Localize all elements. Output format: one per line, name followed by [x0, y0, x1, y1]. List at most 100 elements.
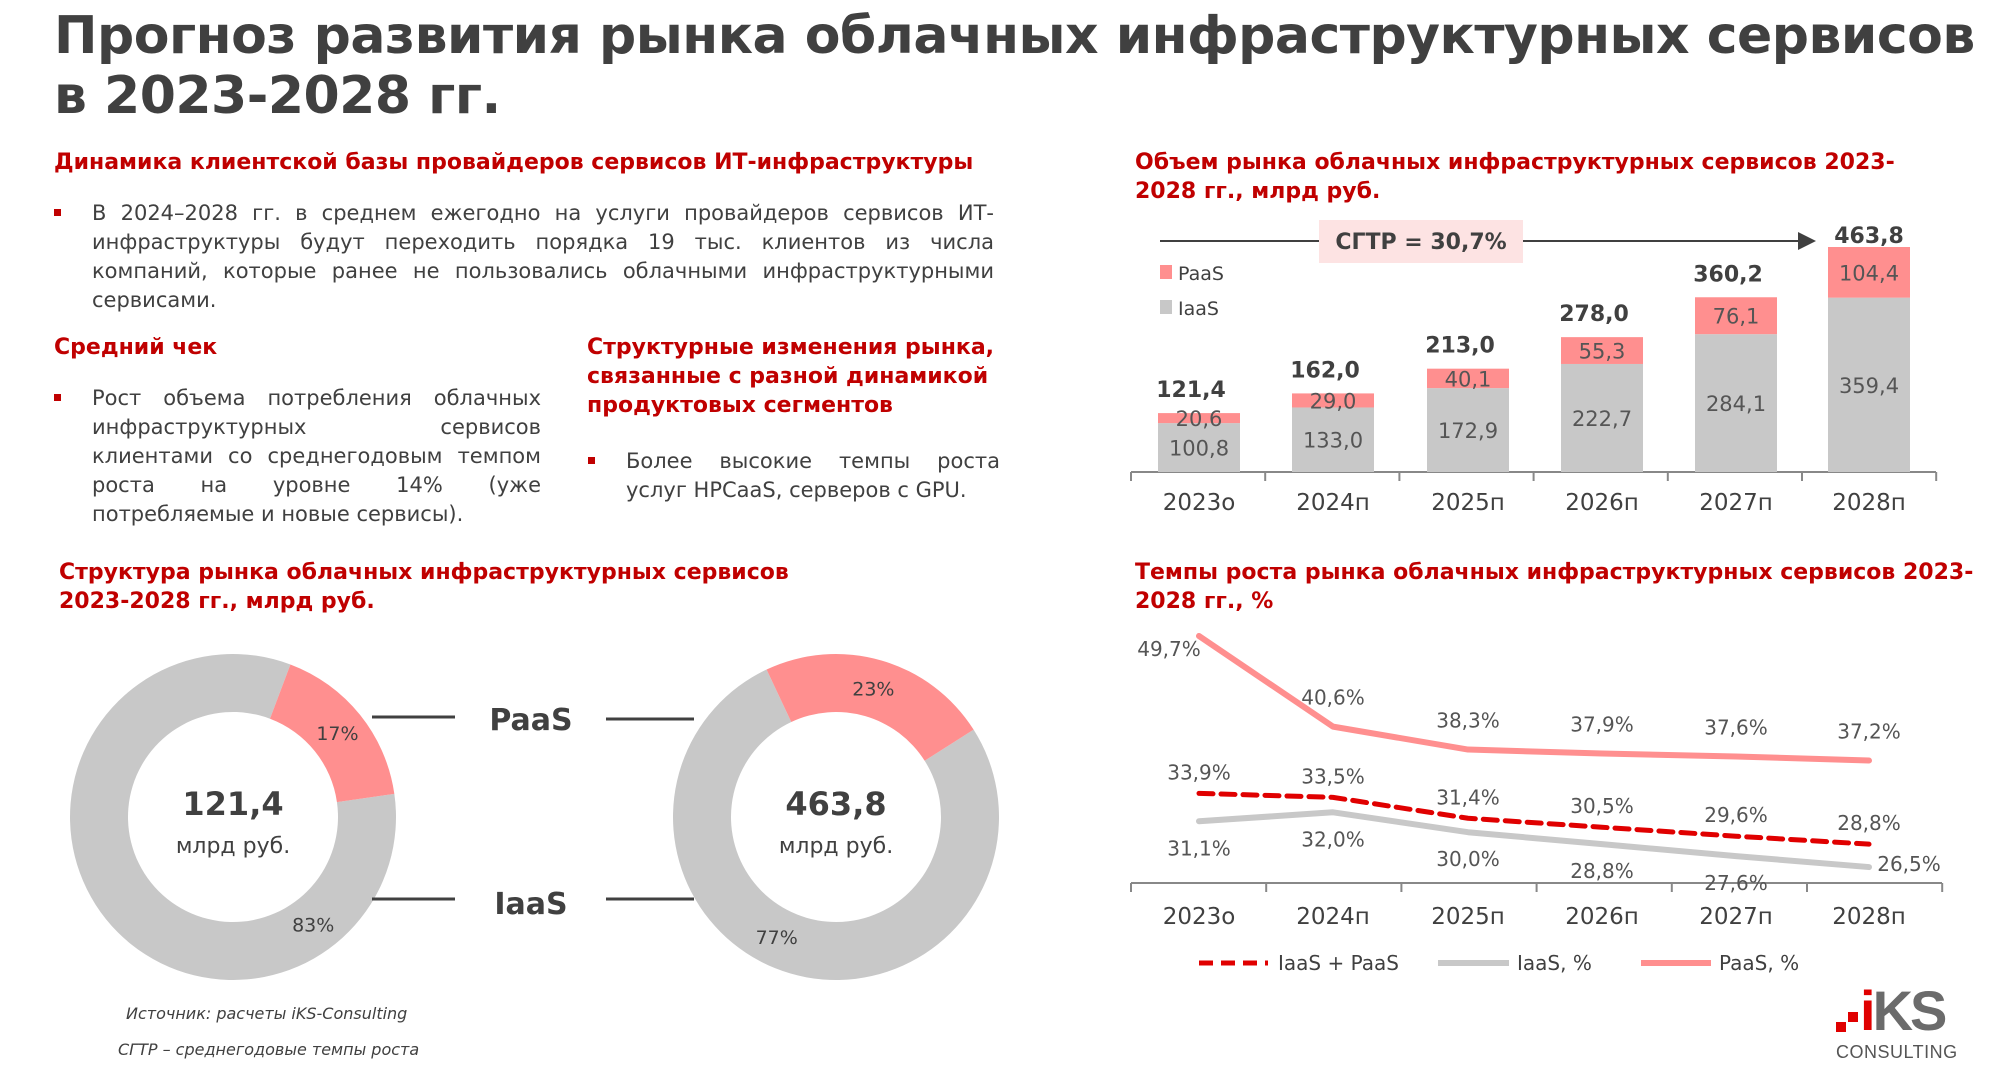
line-data-label: 37,6% — [1704, 716, 1768, 740]
line-data-label: 37,9% — [1570, 713, 1634, 737]
bar-total-label: 213,0 — [1425, 334, 1495, 359]
line-category-label: 2028п — [1832, 904, 1906, 930]
bar-iaas — [1427, 388, 1509, 472]
logo-subtext: CONSULTING — [1836, 1042, 1958, 1062]
bullet-icon — [54, 209, 61, 216]
bar-category-label: 2027п — [1699, 490, 1773, 516]
bar-iaas — [1828, 297, 1910, 472]
bar-paas-label: 29,0 — [1310, 389, 1357, 413]
structural-bullet: Более высокие темпы роста услуг HPCaaS, … — [588, 447, 1000, 505]
line-data-label: 30,5% — [1570, 794, 1634, 818]
line-data-label: 29,6% — [1704, 803, 1768, 827]
bar-paas-label: 76,1 — [1713, 305, 1760, 329]
source-note: Источник: расчеты iKS-Consulting — [126, 1004, 408, 1023]
cagr-label: СГТР = 30,7% — [1335, 230, 1506, 255]
bar-iaas-label: 133,0 — [1303, 429, 1363, 453]
cagr-box — [1319, 220, 1523, 263]
line-data-label: 32,0% — [1301, 827, 1365, 851]
line-data-label: 31,4% — [1436, 785, 1500, 809]
bar-iaas — [1292, 407, 1374, 472]
bar-total-label: 162,0 — [1290, 358, 1360, 383]
bar-iaas-label: 284,1 — [1706, 392, 1766, 416]
line-data-label: 30,0% — [1436, 847, 1500, 871]
line-data-label: 33,5% — [1301, 764, 1365, 788]
bullet-icon — [588, 457, 595, 464]
line-category-label: 2025п — [1431, 904, 1505, 930]
bar-paas — [1427, 368, 1509, 389]
bar-paas — [1695, 297, 1777, 335]
donut-slice-iaas — [69, 653, 397, 980]
line-series-iaas — [1196, 809, 1872, 871]
title-line-2: в 2023-2028 гг. — [54, 66, 501, 126]
structural-heading: Структурные изменения рынка, связанные с… — [587, 335, 995, 418]
bar-iaas-label: 100,8 — [1169, 437, 1229, 461]
cagr-note: СГТР – среднегодовые темпы роста — [118, 1040, 420, 1059]
donut-chart-title: Структура рынка облачных инфраструктурны… — [59, 560, 789, 614]
line-category-label: 2023о — [1163, 904, 1236, 930]
bullet-icon — [54, 394, 61, 401]
line-data-label: 33,9% — [1167, 760, 1231, 784]
donut-center-value: 463,8 — [785, 785, 886, 823]
legend-label-paas: PaaS, % — [1719, 951, 1799, 975]
donut-slice-paas — [766, 654, 974, 761]
bar-total-label: 278,0 — [1559, 302, 1629, 327]
donut-slice-paas — [269, 664, 395, 803]
legend-iaas-swatch — [1160, 300, 1172, 314]
iks-logo: ​iKS CONSULTING — [1836, 979, 1971, 1066]
line-data-label: 38,3% — [1436, 709, 1500, 733]
line-category-label: 2027п — [1699, 904, 1773, 930]
donut-iaas-label: 83% — [292, 914, 334, 936]
page-title: Прогноз развития рынка облачных инфрастр… — [54, 6, 1975, 126]
line-data-label: 28,8% — [1837, 811, 1901, 835]
donut-legend-paas: PaaS — [489, 703, 572, 738]
legend-paas-swatch — [1160, 265, 1172, 279]
bar-paas — [1828, 247, 1910, 298]
donut-center-unit: млрд руб. — [176, 834, 290, 859]
donut-center-value: 121,4 — [182, 785, 283, 823]
bar-paas-label: 40,1 — [1445, 367, 1492, 391]
bar-chart-title: Объем рынка облачных инфраструктурных се… — [1135, 150, 1895, 204]
line-data-label: 26,5% — [1877, 852, 1941, 876]
bar-iaas-label: 359,4 — [1839, 374, 1899, 398]
line-data-label: 28,8% — [1570, 859, 1634, 883]
client-base-bullet: В 2024–2028 гг. в среднем ежегодно на ус… — [54, 199, 994, 315]
line-category-label: 2024п — [1296, 904, 1370, 930]
bar-iaas — [1158, 423, 1240, 472]
avg-check-heading: Средний чек — [54, 335, 218, 360]
donut-paas-label: 17% — [316, 723, 358, 745]
bar-paas — [1158, 413, 1240, 424]
bar-category-label: 2025п — [1431, 490, 1505, 516]
client-base-heading: Динамика клиентской базы провайдеров сер… — [54, 150, 974, 175]
bar-iaas-label: 222,7 — [1572, 407, 1632, 431]
bar-paas — [1292, 393, 1374, 408]
bar-category-label: 2024п — [1296, 490, 1370, 516]
donut-legend-iaas: IaaS — [494, 887, 567, 922]
donut-center-unit: млрд руб. — [779, 834, 893, 859]
legend-iaas-label: IaaS — [1178, 298, 1219, 320]
title-line-1: Прогноз развития рынка облачных инфрастр… — [54, 6, 1975, 66]
bullet-text: Более высокие темпы роста услуг HPCaaS, … — [626, 449, 1000, 502]
line-data-label: 37,2% — [1837, 720, 1901, 744]
line-chart-title: Темпы роста рынка облачных инфраструктур… — [1135, 560, 1974, 614]
donut-iaas-label: 77% — [756, 927, 798, 949]
legend-label-combined: IaaS + PaaS — [1278, 951, 1399, 975]
bar-total-label: 121,4 — [1156, 378, 1226, 403]
logo-square-icon — [1848, 1012, 1858, 1022]
bar-iaas — [1695, 334, 1777, 472]
line-data-label: 27,6% — [1704, 871, 1768, 895]
bar-category-label: 2028п — [1832, 490, 1906, 516]
line-series-paas — [1196, 633, 1872, 764]
bar-total-label: 360,2 — [1693, 262, 1763, 287]
bar-total-label: 463,8 — [1834, 224, 1904, 249]
bar-paas-label: 104,4 — [1839, 261, 1899, 285]
line-data-label: 40,6% — [1301, 686, 1365, 710]
cagr-arrow-head-icon — [1798, 232, 1816, 250]
bullet-text: Рост объема потребления облачных инфраст… — [92, 386, 541, 526]
bar-paas — [1561, 337, 1643, 364]
line-data-label: 49,7% — [1137, 637, 1201, 661]
logo-text: ​iKS — [1860, 979, 1947, 1042]
legend-label-iaas: IaaS, % — [1517, 951, 1592, 975]
line-data-label: 31,1% — [1167, 836, 1231, 860]
